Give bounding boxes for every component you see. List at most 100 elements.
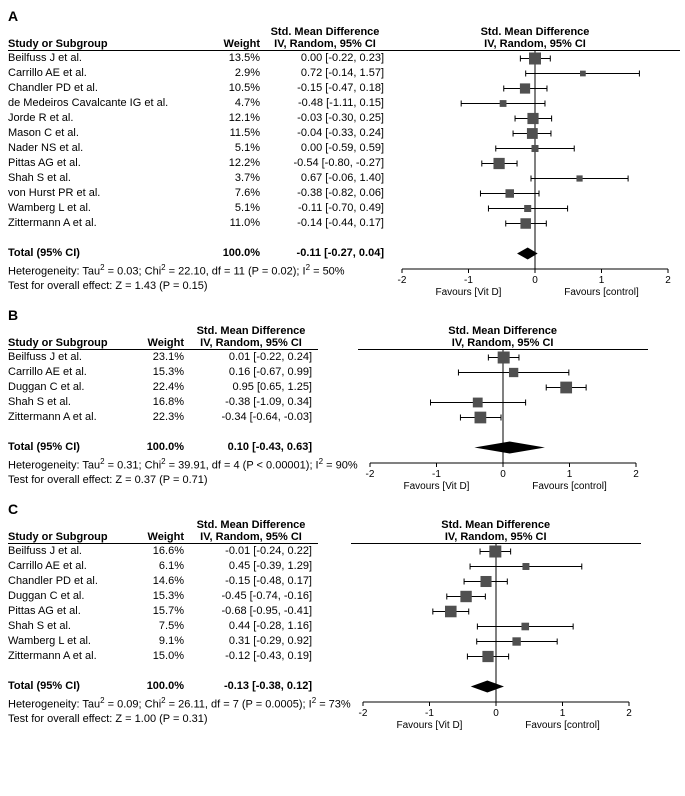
study-marker: [520, 218, 531, 229]
table-row: Zittermann A et al.15.0%-0.12 [-0.43, 0.…: [8, 649, 318, 664]
header-weight: Weight: [204, 38, 266, 51]
study-weight: 13.5%: [204, 51, 266, 67]
header-weight: Weight: [134, 531, 190, 544]
table-row: Beilfuss J et al.13.5%0.00 [-0.22, 0.23]: [8, 51, 390, 67]
table-row: Wamberg L et al.9.1%0.31 [-0.29, 0.92]: [8, 634, 318, 649]
table-row: Beilfuss J et al.16.6%-0.01 [-0.24, 0.22…: [8, 544, 318, 560]
study-weight: 7.5%: [134, 619, 190, 634]
study-marker: [522, 563, 529, 570]
total-smd: -0.13 [-0.38, 0.12]: [190, 679, 318, 694]
study-name: Shah S et al.: [8, 395, 134, 410]
table-row: de Medeiros Cavalcante IG et al.4.7%-0.4…: [8, 96, 390, 111]
header-smd-sub: IV, Random, 95% CI: [266, 38, 390, 51]
table-row: Carrillo AE et al.2.9%0.72 [-0.14, 1.57]: [8, 66, 390, 81]
table-row: Chandler PD et al.14.6%-0.15 [-0.48, 0.1…: [8, 574, 318, 589]
header-smd-sub: IV, Random, 95% CI: [190, 531, 318, 544]
study-marker: [505, 189, 514, 198]
study-name: Zittermann A et al.: [8, 649, 134, 664]
study-name: Shah S et al.: [8, 171, 204, 186]
study-weight: 12.1%: [204, 111, 266, 126]
total-label: Total (95% CI): [8, 246, 204, 261]
forest-plot-panel-C: C Std. Mean DifferenceStudy or SubgroupW…: [8, 501, 677, 730]
study-marker: [489, 546, 501, 558]
header-weight: Weight: [134, 337, 190, 350]
study-marker: [472, 398, 482, 408]
study-marker: [460, 591, 471, 602]
study-smd: -0.68 [-0.95, -0.41]: [190, 604, 318, 619]
study-weight: 2.9%: [204, 66, 266, 81]
forest-plot-panel-B: B Std. Mean DifferenceStudy or SubgroupW…: [8, 307, 677, 491]
study-smd: -0.03 [-0.30, 0.25]: [266, 111, 390, 126]
svg-text:-1: -1: [432, 469, 441, 480]
study-marker: [445, 606, 457, 618]
study-marker: [521, 623, 529, 631]
study-name: Wamberg L et al.: [8, 634, 134, 649]
overall-effect-text: Test for overall effect: Z = 1.00 (P = 0…: [8, 712, 351, 726]
axis-label-right: Favours [control]: [525, 720, 600, 730]
forest-table: Std. Mean DifferenceStudy or SubgroupWei…: [8, 519, 318, 694]
study-marker: [500, 100, 507, 107]
table-row: Carrillo AE et al.15.3%0.16 [-0.67, 0.99…: [8, 365, 318, 380]
svg-text:-2: -2: [358, 708, 367, 719]
svg-text:1: 1: [599, 275, 605, 286]
study-name: Jorde R et al.: [8, 111, 204, 126]
forest-table: Std. Mean DifferenceStudy or SubgroupWei…: [8, 26, 390, 261]
svg-text:0: 0: [500, 469, 506, 480]
study-weight: 9.1%: [134, 634, 190, 649]
total-label: Total (95% CI): [8, 440, 134, 455]
study-name: Shah S et al.: [8, 619, 134, 634]
study-weight: 11.0%: [204, 216, 266, 231]
header-smd-top: Std. Mean Difference: [266, 26, 390, 38]
header-smd-top: Std. Mean Difference: [190, 519, 318, 531]
table-row: Zittermann A et al.22.3%-0.34 [-0.64, -0…: [8, 410, 318, 425]
total-row: Total (95% CI)100.0%-0.11 [-0.27, 0.04]: [8, 246, 390, 261]
total-row: Total (95% CI)100.0%-0.13 [-0.38, 0.12]: [8, 679, 318, 694]
svg-text:0: 0: [493, 708, 499, 719]
study-smd: 0.72 [-0.14, 1.57]: [266, 66, 390, 81]
study-smd: -0.15 [-0.47, 0.18]: [266, 81, 390, 96]
study-weight: 15.0%: [134, 649, 190, 664]
study-marker: [531, 145, 538, 152]
study-name: Beilfuss J et al.: [8, 350, 134, 366]
study-weight: 14.6%: [134, 574, 190, 589]
study-smd: -0.38 [-0.82, 0.06]: [266, 186, 390, 201]
total-label: Total (95% CI): [8, 679, 134, 694]
study-smd: -0.45 [-0.74, -0.16]: [190, 589, 318, 604]
svg-text:-1: -1: [464, 275, 473, 286]
study-marker: [520, 83, 530, 93]
study-smd: 0.44 [-0.28, 1.16]: [190, 619, 318, 634]
table-row: von Hurst PR et al.7.6%-0.38 [-0.82, 0.0…: [8, 186, 390, 201]
axis-label-right: Favours [control]: [564, 287, 639, 297]
axis-label-right: Favours [control]: [532, 481, 607, 491]
study-marker: [529, 53, 541, 65]
study-weight: 5.1%: [204, 141, 266, 156]
study-marker: [509, 368, 518, 377]
study-name: Chandler PD et al.: [8, 81, 204, 96]
heterogeneity-text: Heterogeneity: Tau2 = 0.31; Chi2 = 39.91…: [8, 455, 358, 473]
study-name: Zittermann A et al.: [8, 410, 134, 425]
plot-header: Std. Mean DifferenceIV, Random, 95% CI: [351, 519, 641, 544]
study-smd: -0.15 [-0.48, 0.17]: [190, 574, 318, 589]
study-smd: 0.45 [-0.39, 1.29]: [190, 559, 318, 574]
study-weight: 11.5%: [204, 126, 266, 141]
heterogeneity-text: Heterogeneity: Tau2 = 0.09; Chi2 = 26.11…: [8, 694, 351, 712]
forest-plot-panel-A: A Std. Mean DifferenceStudy or SubgroupW…: [8, 8, 677, 297]
table-row: Pittas AG et al.15.7%-0.68 [-0.95, -0.41…: [8, 604, 318, 619]
study-name: Nader NS et al.: [8, 141, 204, 156]
study-weight: 23.1%: [134, 350, 190, 366]
total-row: Total (95% CI)100.0%0.10 [-0.43, 0.63]: [8, 440, 318, 455]
study-weight: 16.6%: [134, 544, 190, 560]
forest-plot-svg: -2-1012Favours [Vit D]Favours [control]: [351, 544, 641, 730]
study-marker: [474, 412, 486, 424]
study-smd: -0.54 [-0.80, -0.27]: [266, 156, 390, 171]
study-smd: 0.01 [-0.22, 0.24]: [190, 350, 318, 366]
table-row: Pittas AG et al.12.2%-0.54 [-0.80, -0.27…: [8, 156, 390, 171]
header-smd-top: Std. Mean Difference: [190, 325, 318, 337]
svg-text:1: 1: [559, 708, 565, 719]
table-row: Shah S et al.3.7%0.67 [-0.06, 1.40]: [8, 171, 390, 186]
table-row: Nader NS et al.5.1%0.00 [-0.59, 0.59]: [8, 141, 390, 156]
total-weight: 100.0%: [204, 246, 266, 261]
study-name: Beilfuss J et al.: [8, 51, 204, 67]
total-weight: 100.0%: [134, 440, 190, 455]
study-name: Chandler PD et al.: [8, 574, 134, 589]
